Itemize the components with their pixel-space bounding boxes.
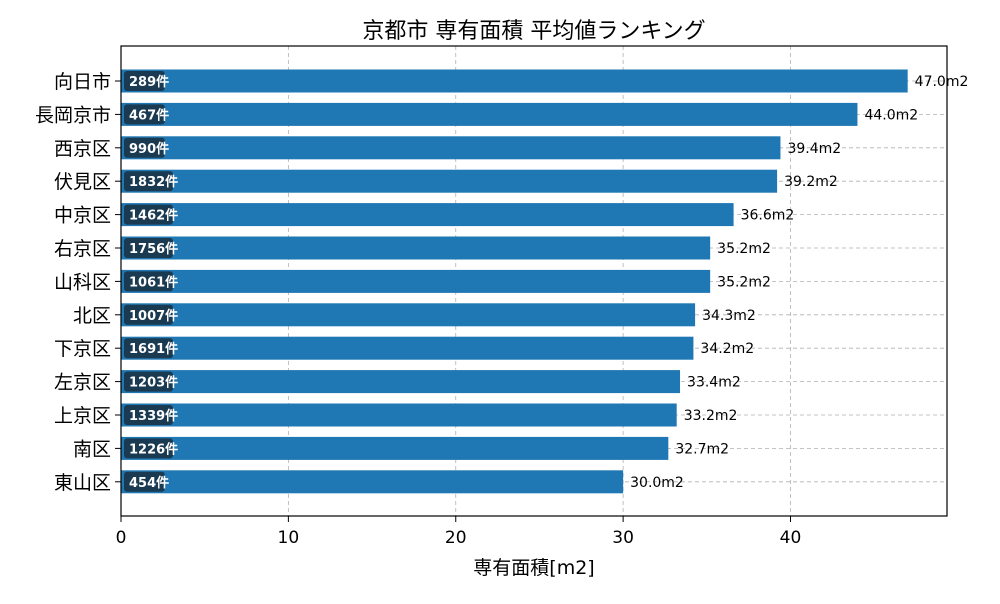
value-label: 47.0m2 [915,74,969,90]
value-label: 44.0m2 [864,107,918,123]
value-label: 34.3m2 [702,308,756,324]
category-label: 向日市 [54,71,111,93]
count-label: 1832件 [129,174,178,190]
count-badge [124,371,173,392]
value-label: 39.4m2 [787,141,841,157]
count-label: 990件 [129,141,169,157]
bar [121,102,858,126]
bar [121,169,778,193]
value-label: 30.0m2 [630,475,684,491]
count-label: 1203件 [129,375,178,391]
x-tick-label: 20 [445,528,467,548]
bar-labels: 47.0m2 289件 44.0m2 467件 39.4m2 990件 39.2m2 1832… [124,71,968,492]
bar [121,336,694,360]
count-badge [124,471,165,492]
bars [121,69,908,494]
count-label: 1061件 [129,274,178,290]
x-tick-label: 40 [780,528,802,548]
category-label: 山科区 [54,271,111,293]
category-label: 上京区 [54,405,111,427]
count-badge [124,405,173,425]
count-badge [124,71,165,91]
category-label: 下京区 [54,338,111,360]
value-label: 36.6m2 [741,208,795,224]
bar [121,403,677,427]
category-label: 伏見区 [54,171,111,193]
category-label: 北区 [73,305,111,327]
count-label: 467件 [129,107,169,123]
bar [121,436,669,460]
count-badge [124,137,165,158]
bar [121,303,696,327]
x-tick-label: 10 [278,528,300,548]
count-label: 1339件 [129,408,178,424]
bar [121,236,711,260]
value-label: 34.2m2 [700,341,754,357]
count-label: 1462件 [129,208,178,224]
bar [121,69,908,93]
chart-title: 京都市 専有面積 平均値ランキング [362,19,705,44]
count-badge [124,104,165,125]
category-label: 南区 [73,438,111,460]
value-label: 35.2m2 [717,241,771,257]
x-axis-label: 専有面積[m2] [473,557,594,579]
x-axis: 0 10 20 30 40 [116,516,802,548]
count-label: 1756件 [129,241,178,257]
count-badge [124,338,173,359]
bar [121,203,734,227]
category-label: 長岡京市 [35,104,111,126]
count-badge [124,271,173,292]
value-label: 33.2m2 [684,408,738,424]
bar [121,269,711,293]
value-label: 35.2m2 [717,274,771,290]
value-label: 39.2m2 [784,174,838,190]
count-label: 1691件 [129,341,178,357]
count-badge [124,304,173,325]
category-label: 西京区 [54,138,111,160]
count-badge [124,238,173,258]
count-badge [124,171,173,192]
category-label: 左京区 [54,372,111,394]
count-label: 1007件 [129,308,178,324]
count-badge [124,204,173,225]
count-label: 1226件 [129,441,178,457]
count-badge [124,438,173,459]
category-label: 中京区 [54,205,111,227]
count-label: 289件 [129,74,169,90]
category-label: 東山区 [54,472,111,494]
x-tick-label: 0 [116,528,127,548]
x-tick-label: 30 [612,528,634,548]
bar [121,470,624,494]
value-label: 33.4m2 [687,375,741,391]
bar [121,370,681,394]
value-label: 32.7m2 [675,441,729,457]
bar [121,136,781,160]
category-label: 右京区 [54,238,111,260]
count-label: 454件 [129,475,169,491]
